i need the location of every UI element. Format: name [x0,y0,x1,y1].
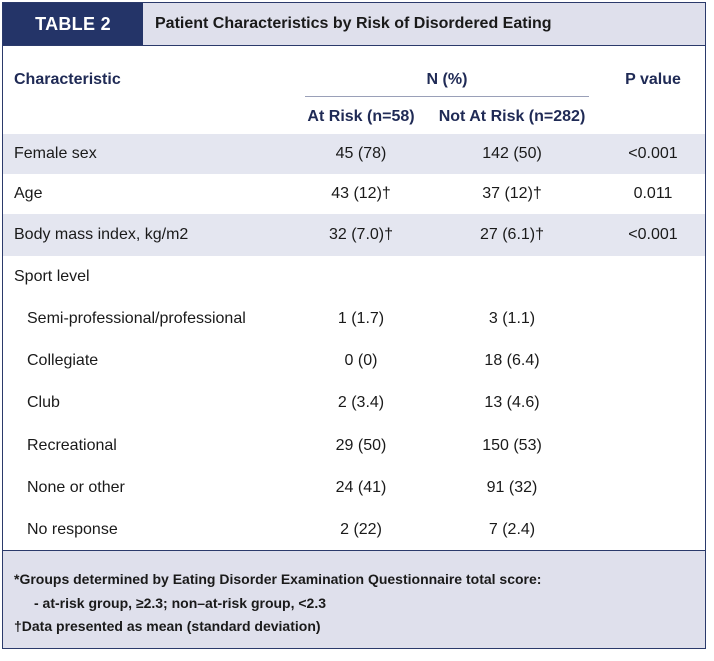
table-title: Patient Characteristics by Risk of Disor… [155,15,552,32]
cell-not-at-risk: 13 (4.6) [484,394,540,411]
row-label-collegiate: Collegiate [27,352,99,369]
header-characteristic: Characteristic [14,71,121,88]
cell-at-risk: 43 (12)† [331,185,391,202]
cell-at-risk: 29 (50) [335,437,387,454]
row-label-female-sex: Female sex [14,145,97,162]
cell-not-at-risk: 18 (6.4) [484,352,540,369]
cell-at-risk: 2 (3.4) [337,394,385,411]
cell-not-at-risk: 142 (50) [482,145,542,162]
cell-p-value: <0.001 [628,145,678,162]
row-label-bmi: Body mass index, kg/m2 [14,226,189,243]
row-label-semi-professional: Semi-professional/professional [27,310,246,327]
row-stripe [3,134,705,174]
table-frame: TABLE 2 Patient Characteristics by Risk … [2,2,706,649]
row-label-recreational: Recreational [27,437,117,454]
header-n-percent: N (%) [426,71,468,88]
row-label-no-response: No response [27,521,118,538]
cell-at-risk: 45 (78) [335,145,387,162]
footnote-thresholds: - at-risk group, ≥2.3; non–at-risk group… [34,595,327,611]
cell-at-risk: 0 (0) [344,352,378,369]
cell-p-value: <0.001 [628,226,678,243]
header-p-value: P value [625,71,681,88]
row-label-sport-level: Sport level [14,268,90,285]
table-label: TABLE 2 [3,3,143,45]
cell-at-risk: 2 (22) [340,521,382,538]
row-label-none-or-other: None or other [27,479,125,496]
row-label-age: Age [14,185,43,202]
footnote-dagger: †Data presented as mean (standard deviat… [14,618,321,634]
cell-not-at-risk: 7 (2.4) [488,521,536,538]
cell-at-risk: 32 (7.0)† [328,226,394,243]
footnote-groups: *Groups determined by Eating Disorder Ex… [14,571,542,587]
header-at-risk: At Risk (n=58) [307,108,415,125]
cell-not-at-risk: 37 (12)† [482,185,542,202]
header-not-at-risk: Not At Risk (n=282) [438,108,586,125]
cell-not-at-risk: 3 (1.1) [488,310,536,327]
cell-not-at-risk: 150 (53) [482,437,542,454]
cell-not-at-risk: 27 (6.1)† [479,226,545,243]
row-label-club: Club [27,394,60,411]
cell-at-risk: 24 (41) [335,479,387,496]
cell-not-at-risk: 91 (32) [486,479,538,496]
cell-p-value: 0.011 [633,185,673,202]
cell-at-risk: 1 (1.7) [337,310,385,327]
footnote-band: *Groups determined by Eating Disorder Ex… [3,550,705,648]
header-group-rule [305,96,589,97]
row-stripe [3,214,705,256]
table-header-bar: TABLE 2 Patient Characteristics by Risk … [3,3,705,46]
